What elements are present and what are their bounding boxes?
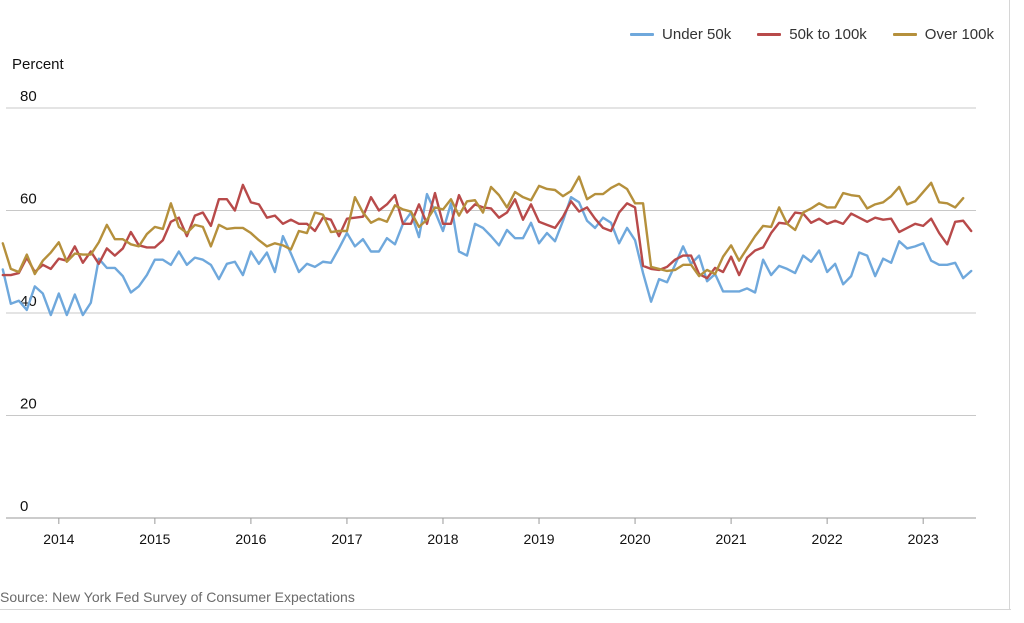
x-tick-label-2018: 2018: [427, 531, 458, 547]
y-tick-label-80: 80: [20, 88, 37, 105]
x-tick-label-2021: 2021: [716, 531, 747, 547]
x-tick-label-2019: 2019: [523, 531, 554, 547]
x-tick-label-2020: 2020: [619, 531, 650, 547]
y-tick-label-0: 0: [20, 498, 28, 515]
x-tick-label-2017: 2017: [331, 531, 362, 547]
series-line-under-50k: [1, 192, 973, 317]
legend-label-over-100k: Over 100k: [924, 26, 994, 43]
bottom-border: [0, 609, 1011, 610]
legend-swatch-under-50k: [630, 33, 655, 36]
y-tick-label-20: 20: [20, 396, 37, 413]
legend-label-50k-to-100k: 50k to 100k: [789, 26, 867, 43]
y-tick-label-60: 60: [20, 191, 37, 208]
legend-swatch-50k-to-100k: [757, 33, 782, 36]
legend: Under 50k 50k to 100k Over 100k: [630, 26, 994, 43]
right-border: [1009, 0, 1010, 610]
source-note: Source: New York Fed Survey of Consumer …: [0, 589, 355, 605]
x-tick-label-2016: 2016: [235, 531, 266, 547]
series-lines: [1, 175, 973, 317]
legend-item-under-50k[interactable]: Under 50k: [630, 26, 731, 43]
gridlines: [6, 107, 976, 519]
x-tick-label-2023: 2023: [908, 531, 939, 547]
legend-item-50k-to-100k[interactable]: 50k to 100k: [757, 26, 867, 43]
x-axis: 2014 2015 2016 2017 2018 2019 2020 2021 2022 2023: [43, 518, 939, 547]
x-tick-label-2022: 2022: [812, 531, 843, 547]
y-axis-label: Percent: [12, 56, 64, 73]
series-line-50k-to-100k: [1, 183, 973, 280]
legend-label-under-50k: Under 50k: [662, 26, 732, 43]
legend-item-over-100k[interactable]: Over 100k: [892, 26, 994, 43]
legend-swatch-over-100k: [892, 33, 917, 36]
x-tick-label-2014: 2014: [43, 531, 74, 547]
series-line-over-100k: [1, 175, 965, 278]
x-tick-label-2015: 2015: [139, 531, 170, 547]
